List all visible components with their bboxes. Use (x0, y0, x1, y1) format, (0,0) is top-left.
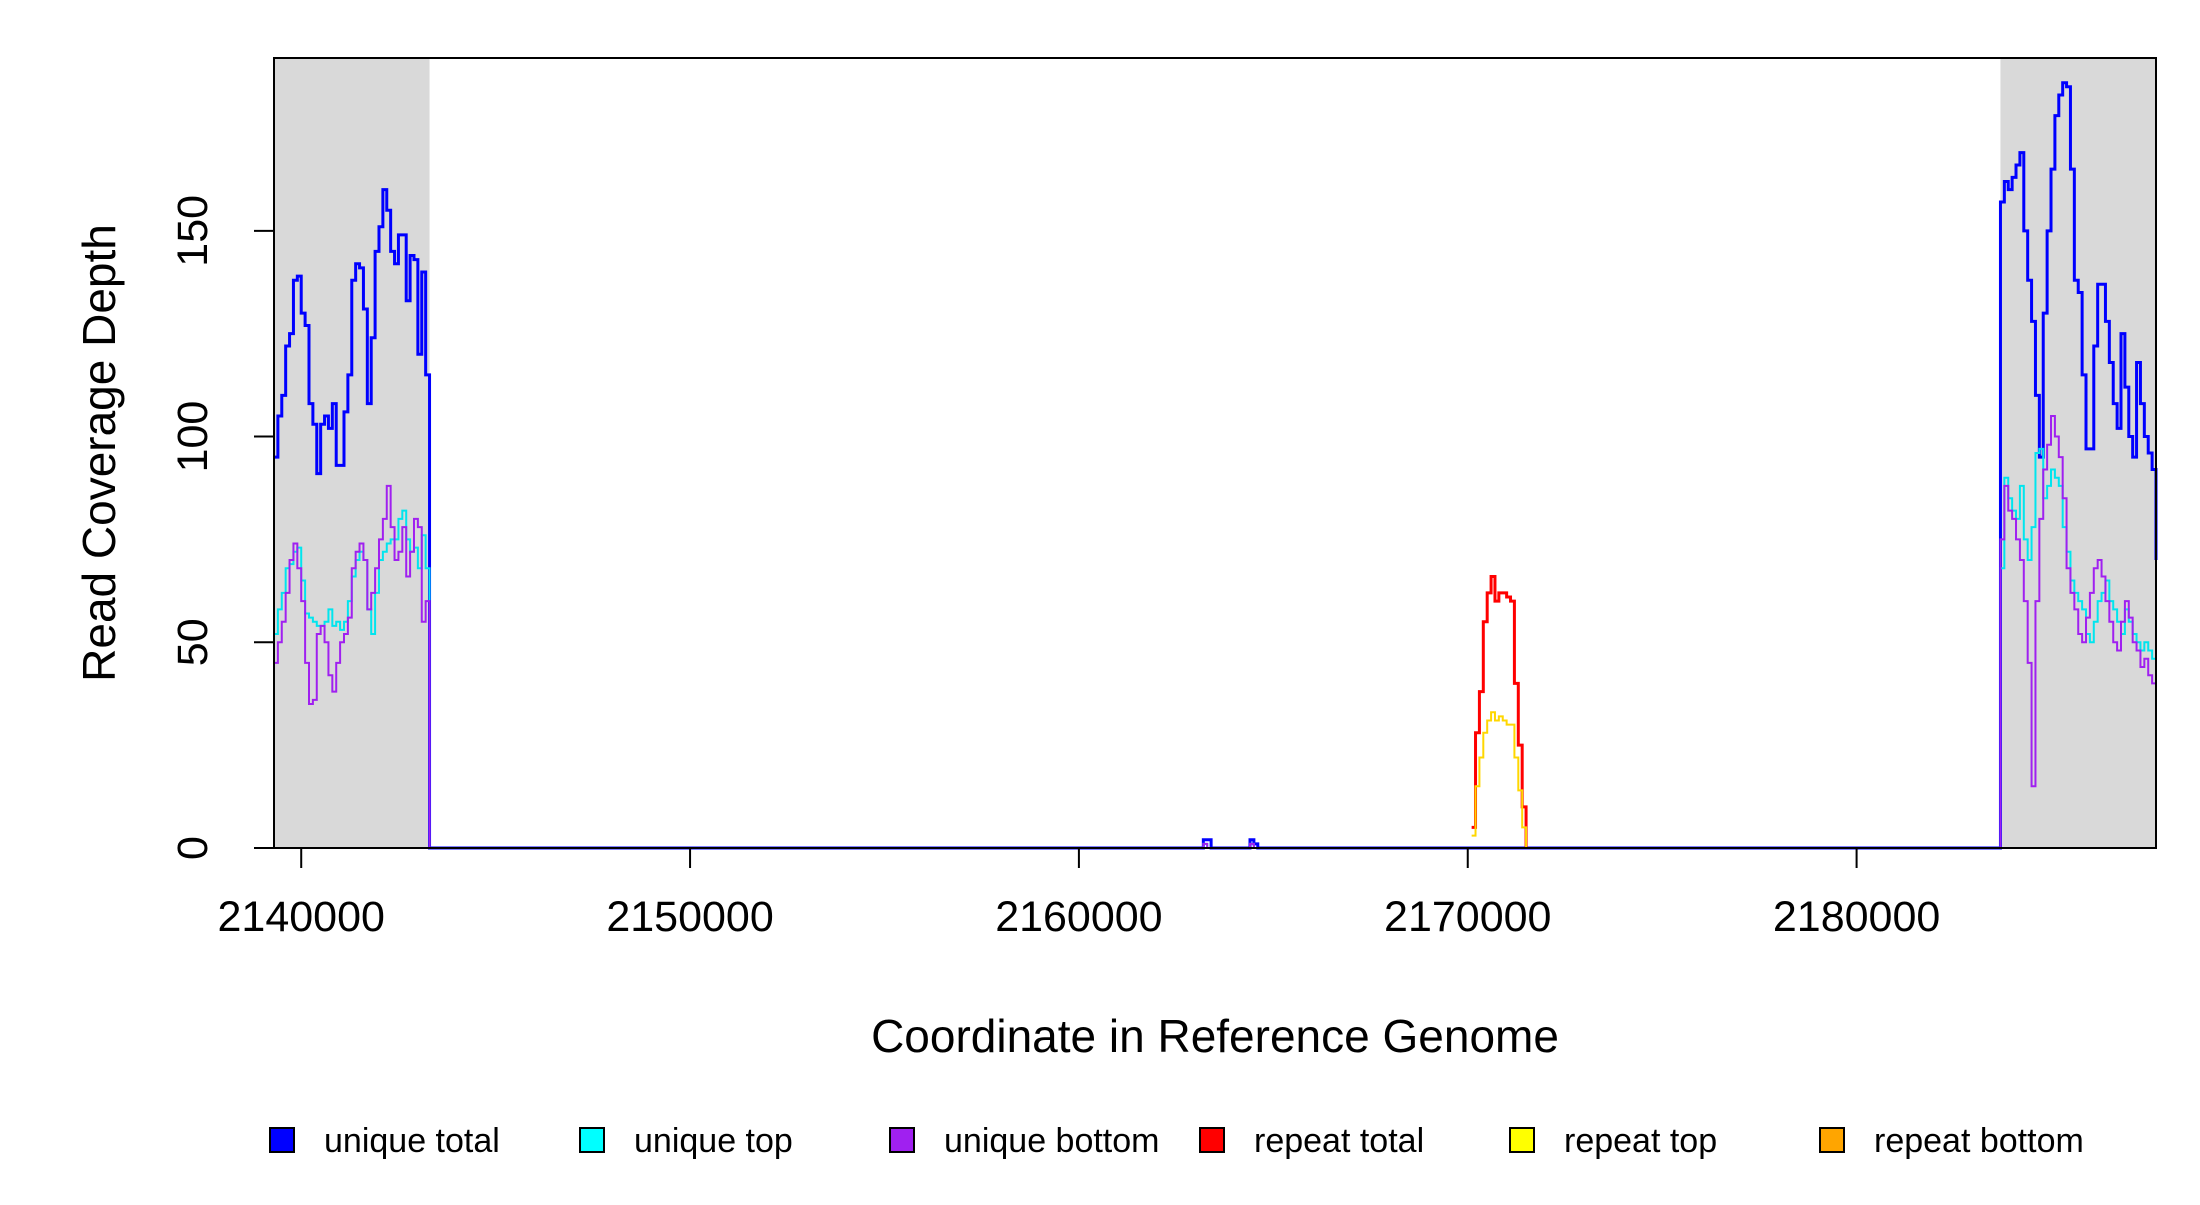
legend-swatch (269, 1127, 295, 1153)
series-line-unique-bottom (274, 414, 2157, 849)
legend-label: repeat bottom (1874, 1122, 2084, 1160)
x-tick-label: 2170000 (1384, 893, 1551, 941)
legend-swatch (889, 1127, 915, 1153)
shaded-region-1 (2000, 58, 2156, 848)
legend-label: repeat total (1254, 1122, 1424, 1160)
legend: unique total unique top unique bottom repea… (269, 1122, 2084, 1160)
legend-swatch (1509, 1127, 1535, 1153)
legend-item-unique-bottom: unique bottom (889, 1122, 1160, 1160)
legend-item-unique-total: unique total (269, 1122, 500, 1160)
legend-item-repeat-total: repeat total (1199, 1122, 1424, 1160)
shaded-regions (274, 58, 2156, 848)
legend-item-repeat-bottom: repeat bottom (1819, 1122, 2084, 1160)
plot-frame (273, 57, 2157, 849)
series-line-unique-total (274, 81, 2158, 850)
series-line-unique-top (274, 447, 2157, 849)
y-axis-title: Read Coverage Depth (73, 224, 125, 682)
x-axis: 2140000 2150000 2160000 2170000 2180000 (218, 847, 1940, 941)
x-tick-label: 2160000 (995, 893, 1162, 941)
legend-swatch (1819, 1127, 1845, 1153)
legend-label: unique total (324, 1122, 500, 1160)
legend-item-repeat-top: repeat top (1509, 1122, 1717, 1160)
y-axis: 0 50 100 150 (169, 195, 275, 860)
x-tick-label: 2180000 (1773, 893, 1940, 941)
legend-swatch (579, 1127, 605, 1153)
legend-label: repeat top (1564, 1122, 1717, 1160)
y-tick-label: 0 (169, 836, 217, 860)
series-line-repeat-total (1471, 574, 1528, 848)
x-tick-label: 2140000 (218, 893, 385, 941)
y-tick-label: 150 (169, 195, 217, 267)
legend-label: unique bottom (944, 1122, 1160, 1160)
y-tick-label: 50 (169, 618, 217, 666)
series-lines (274, 81, 2158, 850)
legend-swatch (1199, 1127, 1225, 1153)
x-axis-title: Coordinate in Reference Genome (871, 1010, 1559, 1062)
series-line-repeat-top (1471, 711, 1528, 848)
x-tick-label: 2150000 (606, 893, 773, 941)
shaded-region-0 (274, 58, 430, 848)
legend-item-unique-top: unique top (579, 1122, 793, 1160)
y-tick-label: 100 (169, 401, 217, 473)
legend-label: unique top (634, 1122, 793, 1160)
